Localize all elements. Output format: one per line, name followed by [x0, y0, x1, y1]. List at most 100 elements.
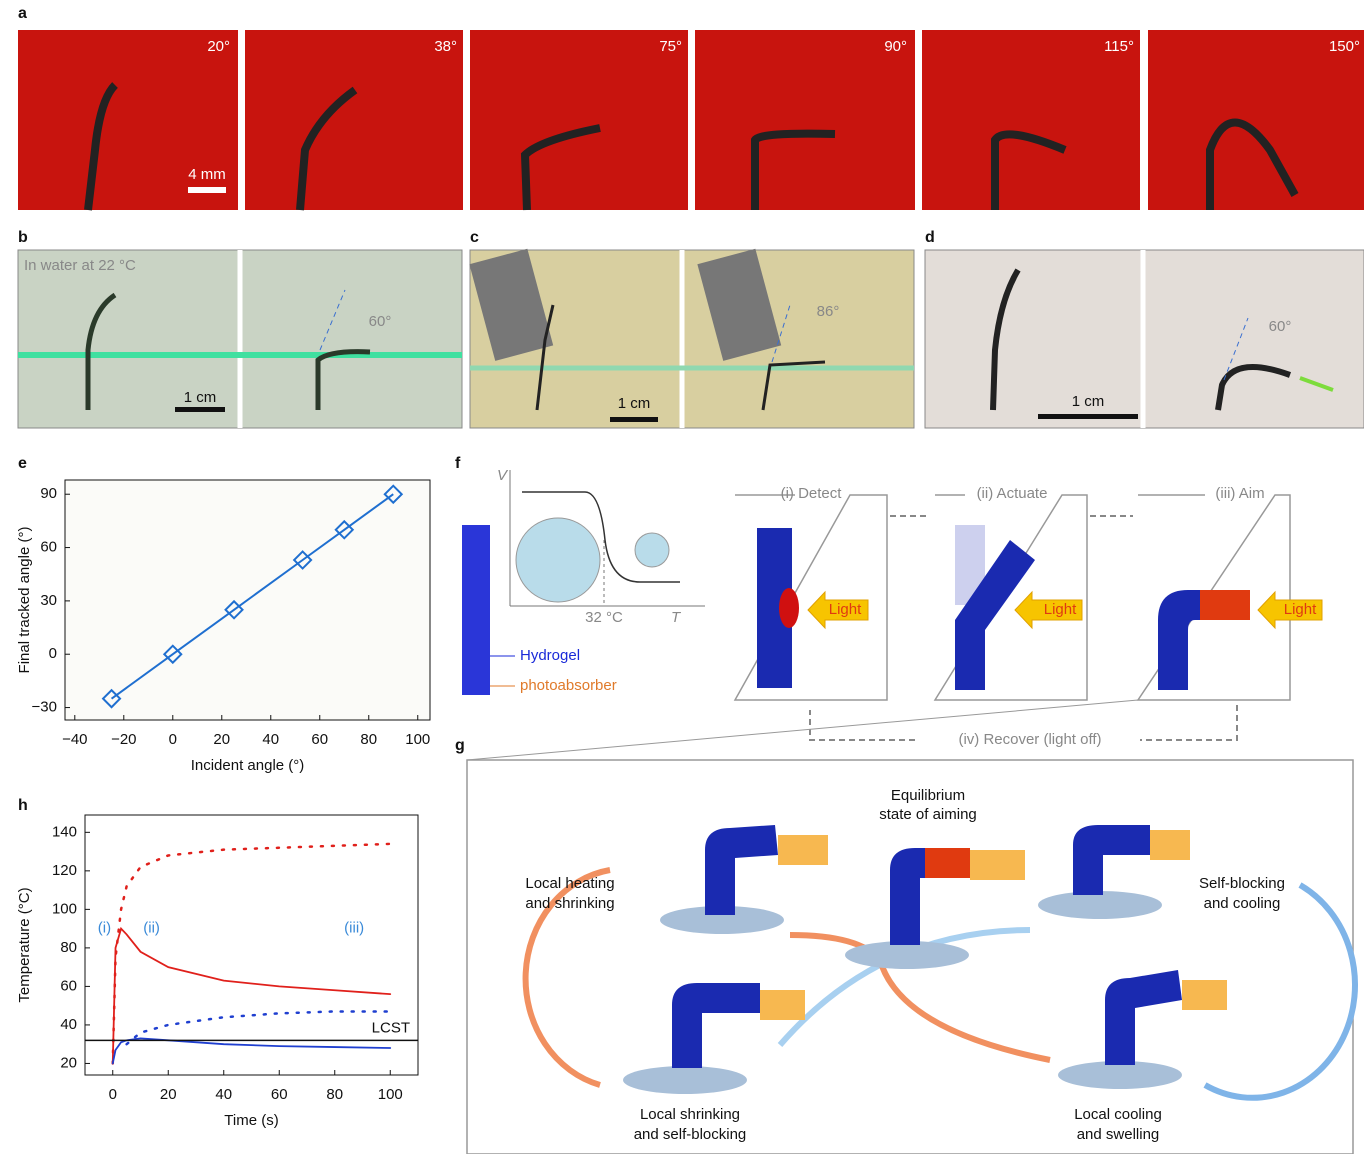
rod [1105, 970, 1182, 1065]
y-tick-label: 100 [52, 900, 77, 917]
fiber [990, 268, 1021, 411]
state-label: Local shrinking and self-blocking [634, 1106, 747, 1143]
flow-arrow [809, 705, 1238, 741]
fiber [85, 292, 117, 410]
angle-line [771, 304, 791, 363]
light-label: Light [829, 601, 862, 618]
marker [162, 644, 183, 665]
base [660, 906, 784, 934]
panel-g: Equilibrium state of aiming Local heating… [466, 699, 1359, 1154]
scale-bar [188, 187, 226, 193]
step-title: (ii) Actuate [977, 485, 1048, 502]
line [110, 493, 394, 700]
x-tick-label: −40 [62, 731, 87, 748]
scale-label: 1 cm [1072, 393, 1105, 410]
state-label: Local cooling and swelling [1074, 1106, 1162, 1143]
scale-bar [1038, 414, 1138, 419]
photo [1148, 30, 1364, 210]
y-tick-label: −30 [32, 699, 57, 716]
fiber [84, 82, 119, 211]
angle-label: 38° [434, 38, 457, 55]
x-tick-label: 40 [215, 1086, 232, 1103]
marker [224, 599, 244, 620]
angle-label: 60° [369, 313, 392, 330]
photo [245, 30, 463, 210]
x-tick-label: 80 [326, 1086, 343, 1103]
base [845, 941, 969, 969]
series-line [125, 1010, 392, 1046]
charts: −40 −20 0 20 40 60 80 100 −30 0 30 60 90 Incident ang… [16, 479, 431, 1129]
step-title: (i) Detect [781, 485, 843, 502]
cycle-arrow [789, 932, 1051, 1063]
light-beam [760, 990, 805, 1020]
panel-label: a [18, 5, 27, 22]
light-label: Light [1284, 601, 1317, 618]
polymer-shrunk [634, 532, 670, 568]
reference-label: LCST [372, 1019, 410, 1036]
y-tick-label: 120 [52, 862, 77, 879]
marker [292, 550, 313, 570]
legend-label: Hydrogel [520, 647, 580, 664]
curve [522, 491, 680, 583]
light-beam [1150, 830, 1190, 860]
x-tick-label: 60 [311, 731, 328, 748]
x-tick-label: 0 [169, 731, 177, 748]
fiber [751, 129, 836, 210]
polymer-swollen [515, 517, 601, 603]
cycle-arrow [1203, 882, 1359, 1101]
x-tick-label: 60 [271, 1086, 288, 1103]
plot-frame [84, 814, 419, 1076]
light-arrow [1257, 590, 1323, 630]
light-beam [778, 835, 828, 865]
series-line [111, 1037, 392, 1065]
state-label: Local heating and shrinking [525, 875, 614, 912]
light-arrow [807, 590, 869, 630]
angle-label: 150° [1329, 38, 1360, 55]
base [1058, 1061, 1182, 1089]
y-tick-label: 40 [60, 1016, 77, 1033]
hotspot [1200, 590, 1250, 620]
light-beam [1182, 980, 1227, 1010]
photo [470, 30, 688, 210]
temperature-label: 32 °C [585, 609, 623, 626]
marker [101, 688, 122, 709]
hydrogel-column [462, 525, 490, 695]
fiber [296, 86, 358, 211]
light-label: Light [1044, 601, 1077, 618]
angle-label: 60° [1269, 318, 1292, 335]
panel-f: V T 32 °C Hydrogel photoabsorber (i) Det… [462, 467, 1323, 748]
rod [1073, 825, 1150, 895]
x-axis-label: Incident angle (°) [191, 757, 305, 774]
series-line [111, 926, 392, 1065]
panel-b: In water at 22 °C 60° 1 cm [17, 249, 463, 429]
angle-line [319, 289, 346, 351]
scale-label: 4 mm [188, 166, 226, 183]
scale-bar [610, 417, 658, 422]
fiber [761, 360, 826, 411]
rod [955, 540, 1035, 690]
panel-d: 60° 1 cm [924, 249, 1364, 429]
angle-label: 86° [817, 303, 840, 320]
photo [18, 30, 238, 210]
x-tick-label: 80 [360, 731, 377, 748]
rod [705, 825, 778, 915]
angle-label: 115° [1104, 38, 1134, 55]
legend-label: photoabsorber [520, 677, 617, 694]
angle-label: 90° [884, 38, 907, 55]
y-axis-label: Temperature (°C) [16, 887, 33, 1002]
x-tick-label: 100 [378, 1086, 403, 1103]
axis-label: V [497, 467, 509, 484]
panel-label: g [455, 737, 465, 754]
annotation: (i) [98, 920, 111, 937]
nozzle [469, 248, 554, 361]
x-axis-label: Time (s) [224, 1112, 278, 1129]
rod [672, 983, 760, 1068]
marker [383, 484, 404, 505]
scale-bar [175, 407, 225, 412]
x-tick-label: 0 [109, 1086, 117, 1103]
panel-label: e [18, 455, 27, 472]
angle-line [1223, 317, 1249, 381]
fiber [535, 304, 555, 411]
y-tick-label: 90 [40, 485, 57, 502]
